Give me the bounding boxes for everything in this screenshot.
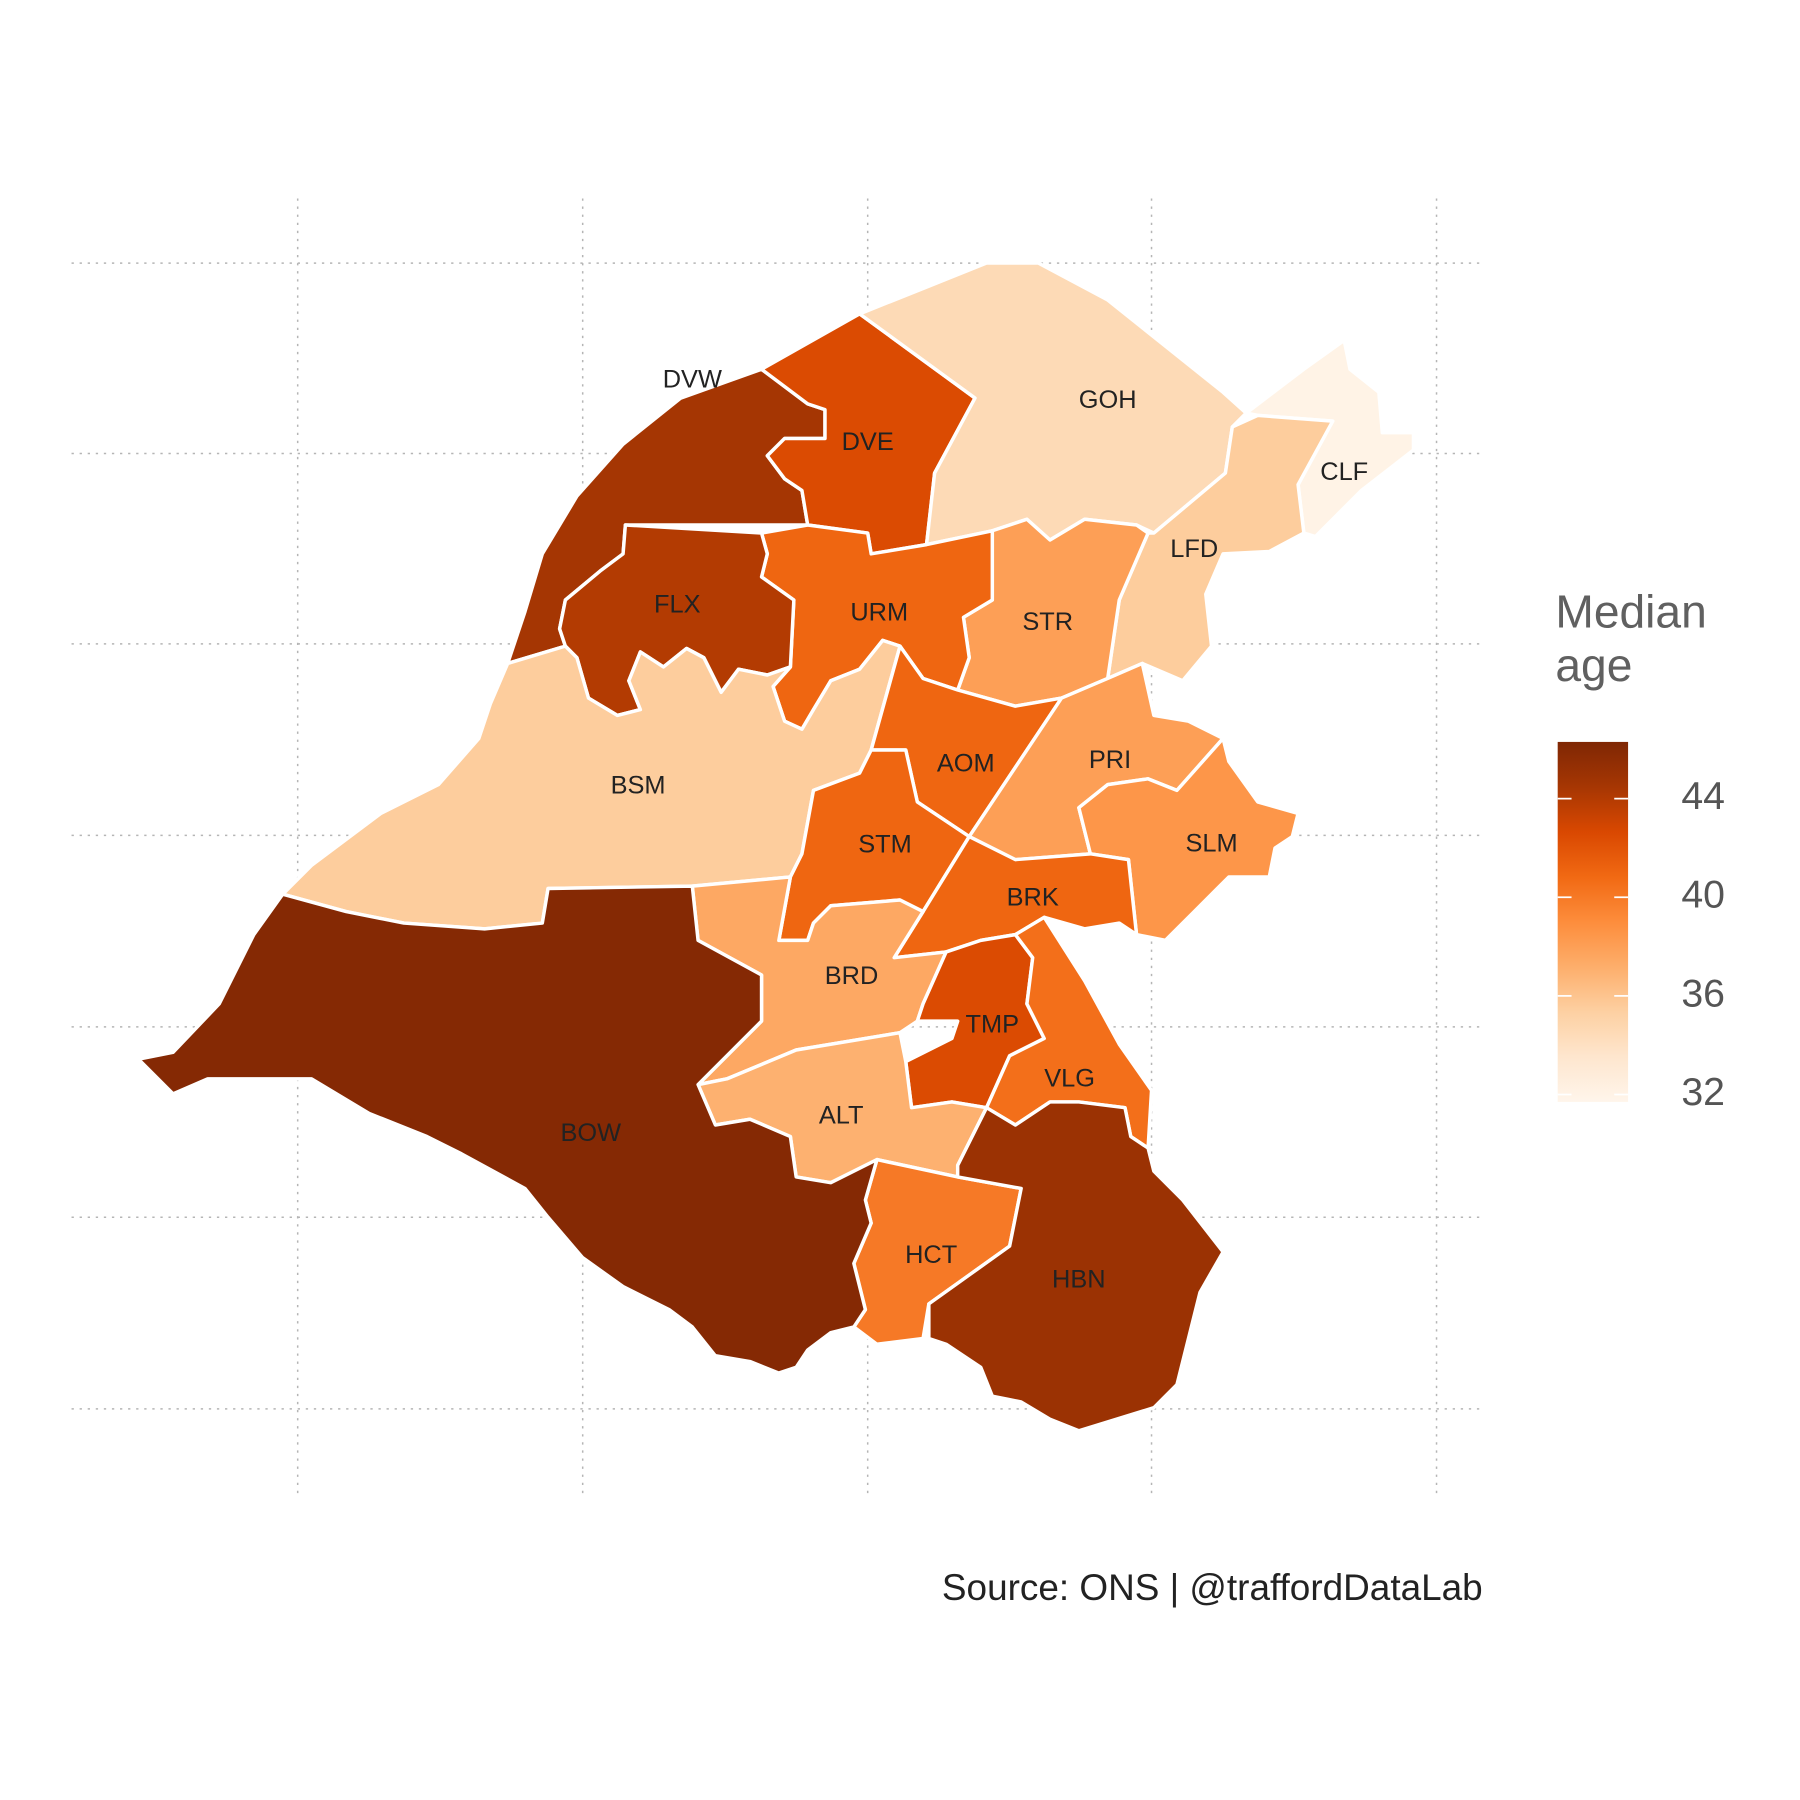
ward-label: HCT xyxy=(905,1241,957,1269)
ward-label: BRK xyxy=(1007,884,1059,912)
ward-label: AOM xyxy=(937,750,995,778)
ward-label: TMP xyxy=(966,1010,1020,1038)
ward-label: STR xyxy=(1022,608,1073,636)
ward-label: FLX xyxy=(654,590,701,618)
ward xyxy=(1105,413,1335,683)
ward-label: URM xyxy=(850,599,908,627)
wards xyxy=(136,261,1416,1433)
ward-label: CLF xyxy=(1320,458,1368,486)
ward-label: DVE xyxy=(842,428,894,456)
ward xyxy=(136,884,879,1375)
legend-tick-label: 44 xyxy=(1681,774,1725,818)
caption: Source: ONS | @traffordDataLab xyxy=(942,1567,1483,1608)
ward-label: BRD xyxy=(825,962,879,990)
ward xyxy=(927,1100,1225,1433)
colorbar xyxy=(1557,741,1629,1102)
ward-label: SLM xyxy=(1185,829,1237,857)
ward-label: PRI xyxy=(1089,746,1131,774)
ward-label: BOW xyxy=(560,1119,621,1147)
legend-title-box: Median age xyxy=(1555,587,1707,692)
ward-label: ALT xyxy=(819,1102,864,1130)
ward-label: HBN xyxy=(1052,1265,1106,1293)
ward-label: VLG xyxy=(1044,1065,1095,1093)
ward-label: DVW xyxy=(663,365,722,393)
legend-tick-label: 36 xyxy=(1681,971,1725,1015)
ward-label: STM xyxy=(858,830,912,858)
ward xyxy=(1077,736,1300,943)
legend-title: Median age xyxy=(1555,587,1707,692)
ward-labels: DVW DVE GOH CLF LFD STR URM FLX BSM AOM PRI SLM STM B… xyxy=(560,365,1368,1293)
legend-tick-label: 40 xyxy=(1681,873,1725,917)
ward-label: BSM xyxy=(611,772,666,800)
legend-ticks: 32 36 40 44 xyxy=(1557,774,1725,1114)
ward-label: LFD xyxy=(1170,535,1218,563)
ward-label: GOH xyxy=(1079,386,1137,414)
legend-tick-label: 32 xyxy=(1681,1070,1725,1114)
